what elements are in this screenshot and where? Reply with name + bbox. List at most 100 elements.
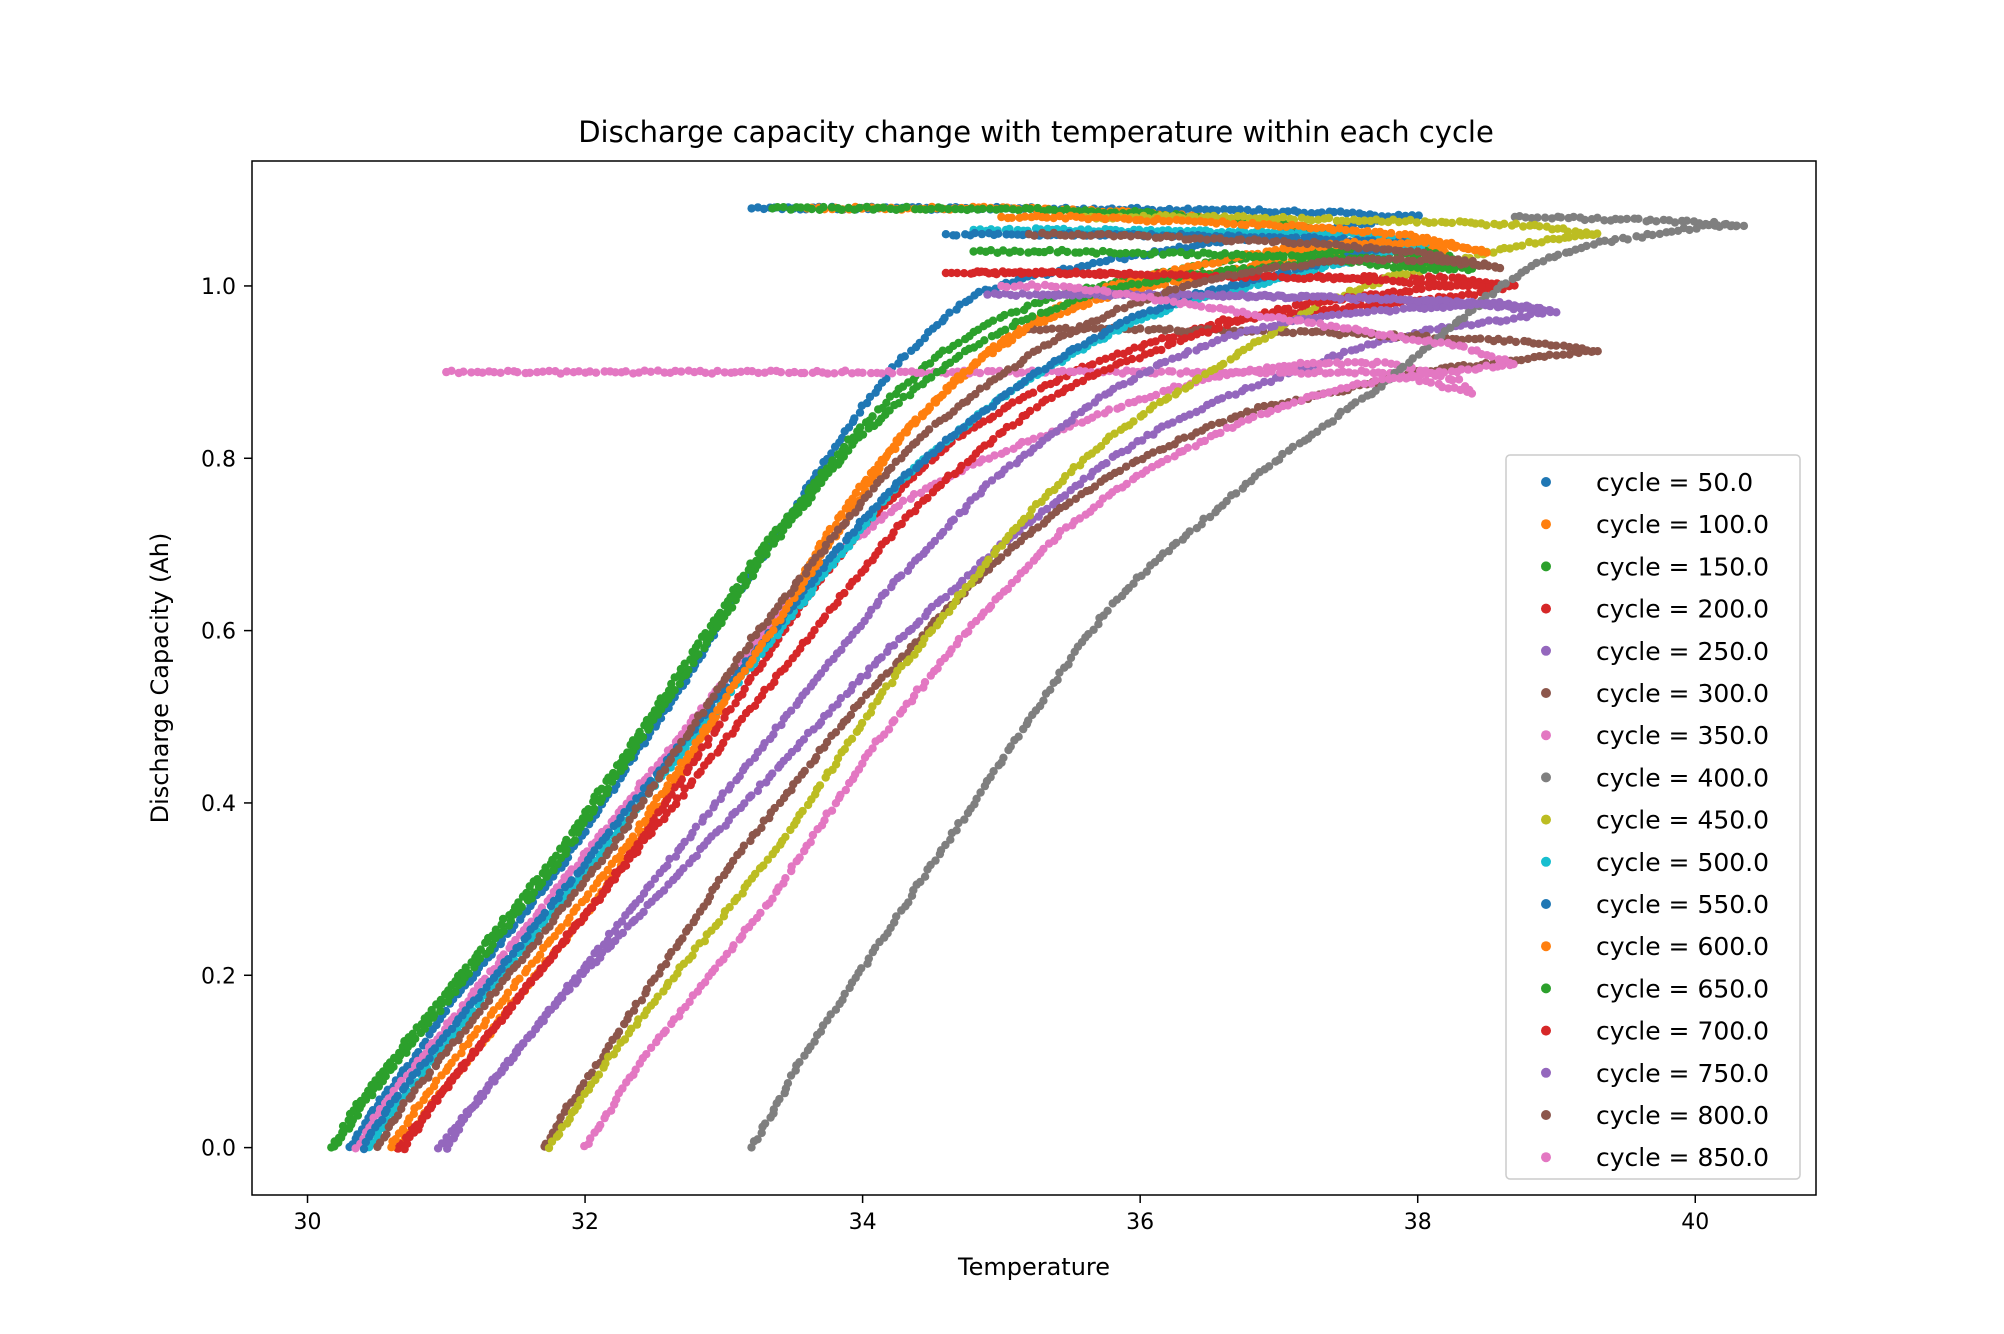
data-point <box>1437 217 1446 227</box>
data-point <box>858 430 868 439</box>
data-point <box>1228 369 1237 378</box>
data-point <box>824 709 833 718</box>
data-point <box>659 886 669 895</box>
data-point <box>753 203 763 212</box>
data-point <box>1028 312 1037 321</box>
data-point <box>990 451 999 460</box>
data-point <box>1571 227 1580 236</box>
data-point <box>692 851 701 861</box>
data-point <box>915 617 924 626</box>
data-point <box>989 767 998 776</box>
data-point <box>1701 219 1711 229</box>
data-point <box>757 823 766 832</box>
data-point <box>925 403 934 413</box>
data-point <box>1102 459 1111 468</box>
data-point <box>900 352 909 361</box>
plot-points <box>327 202 1749 1154</box>
data-point <box>1622 214 1632 224</box>
data-point <box>618 928 627 938</box>
data-point <box>484 367 494 376</box>
data-point <box>678 934 687 943</box>
data-point <box>899 631 908 641</box>
data-point <box>868 412 877 421</box>
data-point <box>872 368 882 378</box>
data-point <box>1053 248 1062 257</box>
data-point <box>1042 504 1052 514</box>
data-point <box>1356 343 1366 352</box>
data-point <box>808 368 817 377</box>
data-point <box>1008 398 1017 407</box>
data-point <box>507 1002 517 1012</box>
data-point <box>1339 347 1349 357</box>
data-point <box>1334 310 1344 319</box>
data-point <box>1105 248 1115 257</box>
data-point <box>1655 229 1665 239</box>
data-point <box>629 1006 639 1015</box>
data-point <box>516 941 525 951</box>
data-point <box>837 368 847 377</box>
data-point <box>454 368 463 378</box>
data-point <box>989 342 998 351</box>
data-point <box>1194 374 1203 383</box>
data-point <box>1042 325 1051 334</box>
data-point <box>1054 367 1063 377</box>
data-point <box>886 204 895 213</box>
data-point <box>1540 213 1550 222</box>
data-point <box>594 1070 604 1079</box>
data-point <box>1129 417 1138 426</box>
data-point <box>941 592 951 602</box>
data-point <box>856 672 865 682</box>
data-point <box>1402 270 1411 279</box>
data-point <box>783 1079 793 1088</box>
data-point <box>1159 270 1169 279</box>
data-point <box>1349 215 1359 224</box>
data-point <box>907 367 916 376</box>
data-point <box>1478 318 1487 327</box>
data-point <box>1065 367 1075 376</box>
data-point <box>1173 326 1182 335</box>
data-point <box>1008 205 1018 214</box>
data-point <box>1236 410 1246 420</box>
data-point <box>627 1024 636 1034</box>
data-point <box>763 855 772 864</box>
data-point <box>855 408 865 417</box>
data-point <box>509 367 519 376</box>
data-point <box>1343 358 1353 367</box>
data-point <box>940 313 949 323</box>
data-point <box>1401 217 1410 226</box>
data-point <box>972 794 981 803</box>
data-point <box>1015 213 1024 222</box>
data-point <box>751 869 760 879</box>
data-point <box>1336 407 1345 417</box>
data-point <box>1278 449 1287 459</box>
data-point <box>904 898 913 907</box>
data-point <box>1523 354 1533 364</box>
data-point <box>590 804 599 813</box>
data-point <box>1090 324 1100 333</box>
data-point <box>1552 351 1561 360</box>
data-point <box>988 268 998 278</box>
data-point <box>1069 463 1078 472</box>
data-point <box>1079 474 1088 483</box>
data-point <box>954 338 963 348</box>
data-point <box>1332 246 1341 256</box>
data-point <box>938 611 948 621</box>
data-point <box>1481 291 1491 301</box>
data-point <box>1689 217 1699 226</box>
data-point <box>522 888 531 898</box>
data-point <box>844 203 853 213</box>
data-point <box>442 367 451 377</box>
data-point <box>1134 280 1143 289</box>
data-point <box>877 653 886 662</box>
data-point <box>973 205 982 214</box>
data-point <box>1442 239 1451 248</box>
data-point <box>1103 606 1112 615</box>
data-point <box>1448 273 1457 282</box>
data-point <box>1121 462 1131 471</box>
data-point <box>840 588 849 598</box>
data-point <box>637 996 647 1005</box>
data-point <box>768 204 777 213</box>
data-point <box>1395 230 1404 240</box>
data-point <box>1172 538 1181 548</box>
data-point <box>660 368 669 377</box>
